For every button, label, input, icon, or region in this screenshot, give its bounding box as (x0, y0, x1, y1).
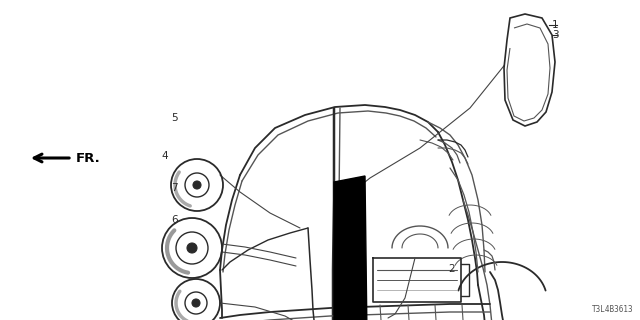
Circle shape (193, 181, 201, 189)
Circle shape (192, 299, 200, 307)
Text: 7: 7 (172, 183, 178, 193)
Text: 4: 4 (161, 151, 168, 161)
Text: T3L4B3613: T3L4B3613 (593, 305, 634, 314)
Text: 1: 1 (552, 20, 558, 30)
Text: 6: 6 (172, 215, 178, 225)
Circle shape (187, 243, 197, 253)
Text: FR.: FR. (76, 151, 100, 164)
Text: 2: 2 (448, 264, 454, 274)
Text: 5: 5 (172, 113, 178, 123)
Polygon shape (334, 176, 367, 320)
Polygon shape (504, 14, 555, 126)
Text: 3: 3 (552, 30, 558, 40)
